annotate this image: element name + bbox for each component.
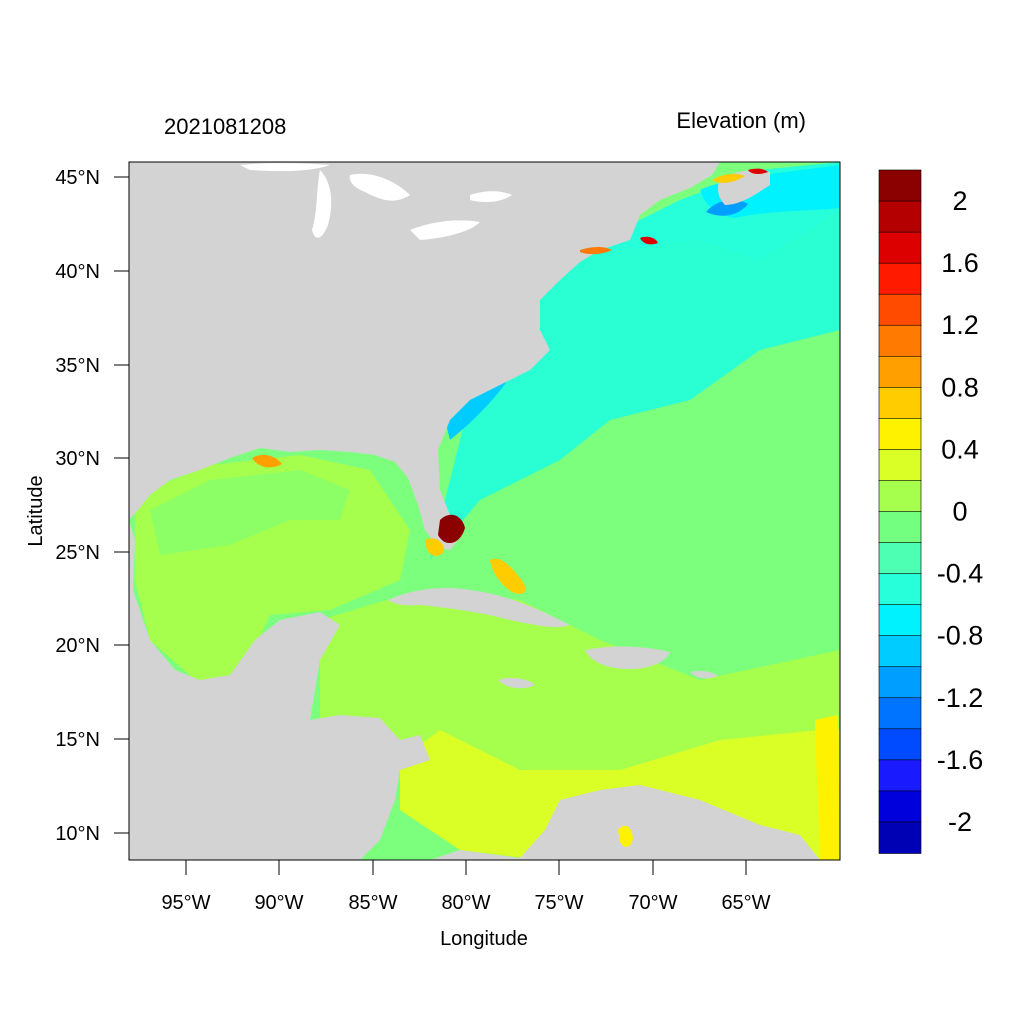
lake-michigan <box>312 170 332 238</box>
y-axis-title: Latitude <box>25 475 47 546</box>
colorbar-swatch <box>878 604 922 637</box>
bay-of-fundy-low <box>706 199 748 216</box>
colorbar-swatch <box>878 635 922 668</box>
south-america-land <box>430 785 820 860</box>
north-america-land <box>129 162 720 550</box>
colorbar-label: 0 <box>952 497 967 527</box>
nova-scotia-high <box>712 173 745 183</box>
colorbar-label: 0.4 <box>941 434 979 464</box>
puerto-rico-land <box>690 671 718 679</box>
x-tick-label: 75°W <box>534 892 583 914</box>
map-title: Elevation (m) <box>676 108 806 133</box>
northeast-extreme-high <box>748 168 768 175</box>
y-tick-label: 10°N <box>55 823 100 845</box>
colorbar-label: -0.8 <box>937 621 984 651</box>
colorbar-label: 1.6 <box>941 248 979 278</box>
lake-superior <box>240 163 330 172</box>
colorbar-label: -1.2 <box>937 683 984 713</box>
colorbar-swatch <box>878 169 922 202</box>
x-tick-label: 80°W <box>441 892 490 914</box>
colorbar-swatch <box>878 387 922 420</box>
colorbar-label: -1.6 <box>937 745 984 775</box>
florida-keys-high <box>425 538 445 556</box>
x-tick-label: 70°W <box>628 892 677 914</box>
colorbar-swatch <box>878 200 922 233</box>
colorbar-label: 0.8 <box>941 372 979 402</box>
long-island-high <box>580 247 612 255</box>
timestamp-label: 2021081208 <box>164 114 286 139</box>
bahamas-high <box>490 558 526 595</box>
colorbar-swatch <box>878 231 922 264</box>
colorbar-swatch <box>878 480 922 513</box>
lake-maracaibo-high <box>618 825 633 847</box>
y-tick-label: 40°N <box>55 261 100 283</box>
y-axis: 45°N 40°N 35°N 30°N 25°N 20°N 15°N 10°N … <box>25 167 129 845</box>
colorbar-swatch <box>878 790 922 823</box>
cuba-land <box>388 588 570 628</box>
y-tick-label: 25°N <box>55 542 100 564</box>
map-plot <box>129 162 840 860</box>
gulf-north-zone <box>150 470 350 555</box>
x-tick-label: 65°W <box>721 892 770 914</box>
hispaniola-land <box>585 646 670 670</box>
y-tick-label: 20°N <box>55 635 100 657</box>
y-tick-label: 45°N <box>55 167 100 189</box>
colorbar-swatch <box>878 697 922 730</box>
y-tick-label: 15°N <box>55 729 100 751</box>
x-tick-label: 85°W <box>348 892 397 914</box>
colorbar-swatch <box>878 573 922 606</box>
colorbar-labels: 2 1.6 1.2 0.8 0.4 0 -0.4 -0.8 -1.2 -1.6 -2 <box>937 186 984 837</box>
jamaica-land <box>498 677 535 689</box>
colorbar-label: 2 <box>952 186 967 216</box>
x-tick-label: 95°W <box>161 892 210 914</box>
cape-cod-high <box>640 236 658 245</box>
lake-erie <box>410 220 480 240</box>
colorbar-swatch <box>878 542 922 575</box>
lesser-antilles-high <box>815 715 840 860</box>
colorbar-swatch <box>878 324 922 358</box>
colorbar-swatch <box>878 821 922 854</box>
atlantic-negative-zone <box>430 162 840 560</box>
colorbar-swatch <box>878 418 922 451</box>
colorbar-swatch <box>878 293 922 327</box>
south-florida-surge <box>438 514 465 544</box>
central-america-land <box>129 520 430 860</box>
colorbar-swatch <box>878 728 922 761</box>
louisiana-coast-high <box>252 454 282 468</box>
colorbar-swatch <box>878 449 922 482</box>
y-tick-label: 30°N <box>55 448 100 470</box>
colorbar-label: -0.4 <box>937 559 984 589</box>
colorbar-swatch <box>878 666 922 699</box>
x-axis: 95°W 90°W 85°W 80°W 75°W 70°W 65°W Longi… <box>161 860 771 950</box>
colorbar-swatch <box>878 355 922 389</box>
colorbar-swatch <box>878 262 922 295</box>
colorbar-label: -2 <box>948 807 972 837</box>
colorbar <box>878 169 922 854</box>
colorbar-swatch <box>878 511 922 544</box>
y-tick-label: 35°N <box>55 355 100 377</box>
lake-ontario <box>470 191 512 203</box>
plot-frame <box>128 161 841 861</box>
x-tick-label: 90°W <box>254 892 303 914</box>
colorbar-label: 1.2 <box>941 310 979 340</box>
lake-huron <box>349 173 410 201</box>
colorbar-swatch <box>878 759 922 792</box>
x-axis-title: Longitude <box>440 928 528 950</box>
